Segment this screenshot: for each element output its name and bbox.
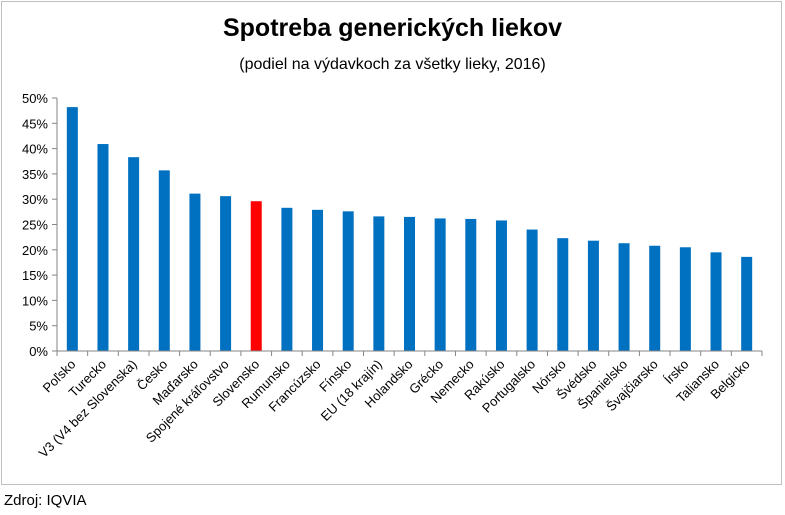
bar	[158, 170, 170, 351]
chart-subtitle: (podiel na výdavkoch za všetky lieky, 20…	[239, 56, 546, 73]
y-tick-label: 10%	[22, 293, 48, 308]
bar	[526, 229, 538, 351]
bar	[97, 144, 109, 351]
bar	[189, 193, 201, 351]
bar	[404, 216, 415, 351]
bar	[250, 201, 262, 351]
bar	[342, 211, 354, 351]
y-tick-label: 25%	[22, 218, 48, 233]
bar	[128, 157, 140, 351]
source-note: Zdroj: IQVIA	[4, 492, 87, 509]
bar	[465, 218, 477, 351]
bar	[373, 216, 385, 351]
bar	[741, 256, 753, 351]
y-tick-label: 20%	[22, 243, 48, 258]
bar	[281, 207, 293, 351]
chart-frame	[1, 1, 782, 485]
bar	[557, 238, 569, 351]
bar	[679, 247, 691, 351]
y-tick-label: 30%	[22, 192, 48, 207]
bar	[618, 243, 630, 351]
y-tick-label: 35%	[22, 167, 48, 182]
bar	[587, 240, 599, 351]
bar	[649, 245, 661, 351]
bar	[434, 218, 446, 351]
bar	[312, 209, 324, 351]
y-tick-label: 45%	[22, 116, 48, 131]
y-axis: 0% 5% 10% 15% 20% 25% 30% 35% 40% 45% 50%	[22, 91, 58, 359]
y-tick-label: 40%	[22, 142, 48, 157]
y-tick-label: 0%	[29, 344, 48, 359]
bar	[66, 107, 78, 351]
bar	[710, 252, 722, 351]
bars	[66, 107, 753, 351]
chart-title: Spotreba generických liekov	[222, 14, 563, 42]
y-tick-label: 5%	[29, 319, 48, 334]
bar	[495, 220, 507, 351]
bar	[220, 196, 232, 351]
y-tick-label: 15%	[22, 268, 48, 283]
y-tick-label: 50%	[22, 91, 48, 106]
bar-chart: 0% 5% 10% 15% 20% 25% 30% 35% 40% 45% 50% PoľskoTu…	[22, 91, 763, 461]
